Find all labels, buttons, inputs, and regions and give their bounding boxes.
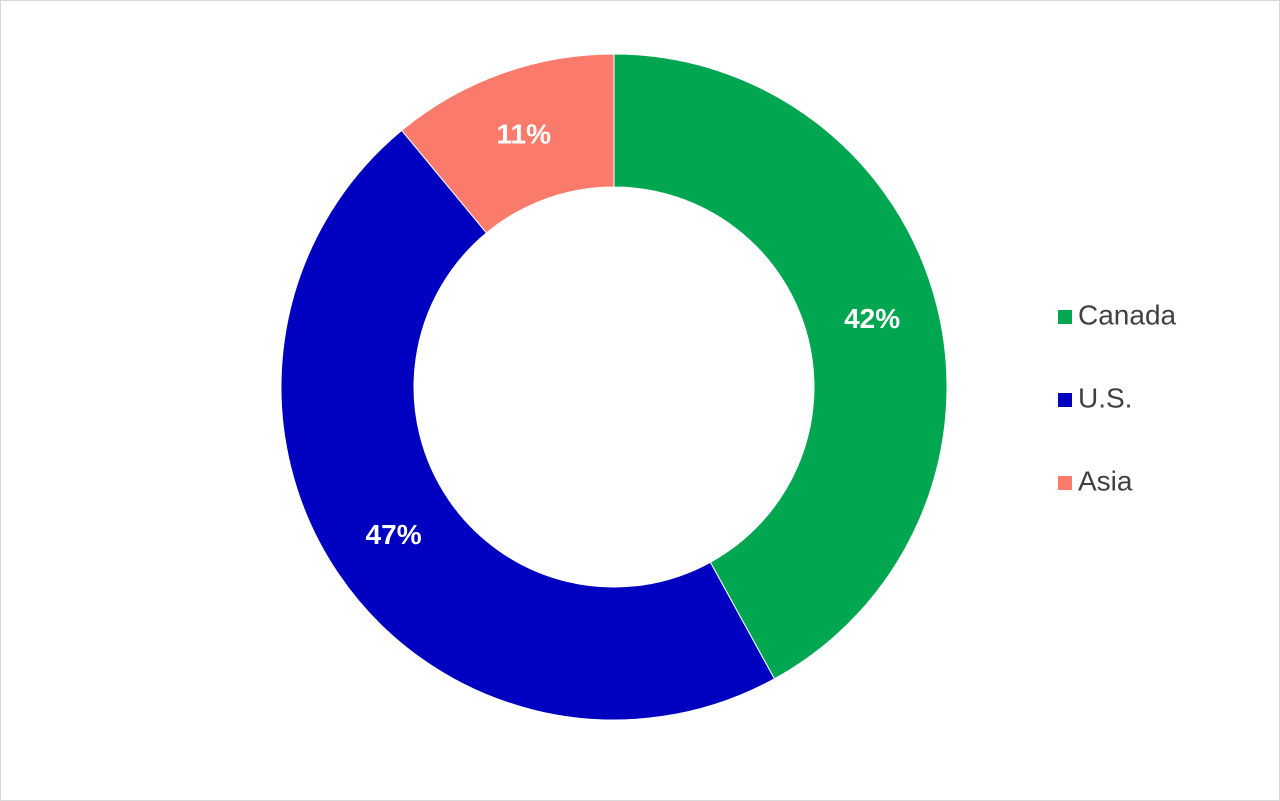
slice [401,53,615,234]
slice [280,129,776,721]
legend-swatch [1058,476,1072,490]
legend-swatch [1058,310,1072,324]
legend-label: U.S. [1078,382,1132,413]
value-label: 42% [844,303,900,334]
legend-swatch [1058,393,1072,407]
slice [613,53,948,680]
legend-label: Canada [1078,299,1177,330]
legend-label: Asia [1078,465,1133,496]
value-label: 11% [496,119,551,150]
value-label: 47% [366,519,422,550]
